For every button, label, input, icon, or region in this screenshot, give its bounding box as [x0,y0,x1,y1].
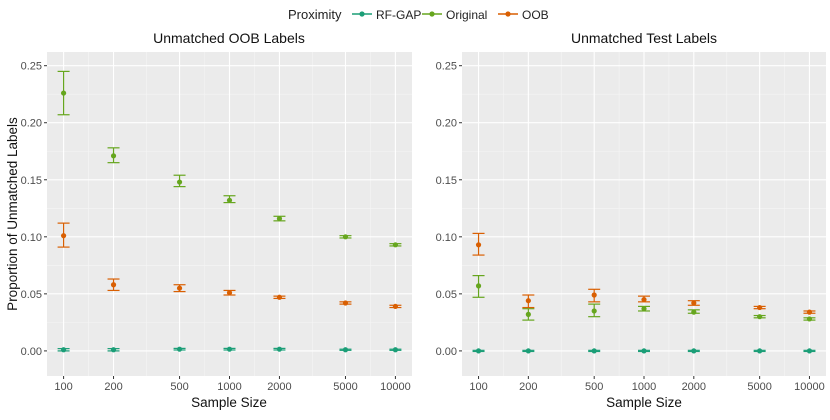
point-rf-gap [757,348,763,354]
panel-title-right: Unmatched Test Labels [571,30,717,46]
point-oob [475,242,482,248]
x-tick-label: 5000 [333,381,357,393]
point-rf-gap [60,347,67,353]
point-original [226,197,233,203]
point-oob [641,296,647,303]
point-rf-gap [475,348,482,354]
legend-label-rf-gap: RF-GAP [376,8,421,22]
x-tick-label: 500 [170,381,188,393]
point-original [525,311,531,317]
point-oob [110,282,117,288]
point-oob [392,303,399,310]
legend-label-oob: OOB [522,8,549,22]
point-original [176,179,183,185]
point-rf-gap [591,348,597,354]
legend-item-original: Original [422,8,487,22]
legend-key-dot-oob [505,11,511,17]
legend-label-original: Original [446,8,487,22]
point-original [691,309,697,315]
point-rf-gap [392,347,399,353]
point-original [806,316,813,322]
point-original [591,308,597,314]
point-oob [691,300,697,306]
legend-key-dot-original [429,11,435,17]
y-tick-label: 0.20 [436,118,457,130]
point-rf-gap [342,347,349,353]
point-original [475,283,482,289]
x-tick-label: 200 [104,381,122,393]
point-rf-gap [806,348,813,354]
point-original [392,242,399,248]
series-rf-gap [57,346,402,353]
y-tick-label: 0.15 [436,175,457,187]
point-rf-gap [110,347,117,353]
point-oob [525,298,531,304]
point-oob [226,290,233,296]
legend-item-oob: OOB [498,8,549,22]
x-tick-label: 2000 [682,381,706,393]
y-tick-label: 0.10 [436,232,457,244]
point-oob [806,309,813,315]
x-tick-label: 5000 [747,381,771,393]
y-tick-label: 0.25 [21,61,42,73]
y-tick-label: 0.00 [21,346,42,358]
point-original [757,314,763,320]
x-tick-label: 100 [54,381,72,393]
point-rf-gap [525,348,531,354]
point-oob [757,304,763,311]
y-tick-label: 0.20 [21,118,42,130]
x-tick-label: 2000 [267,381,291,393]
panel-title-left: Unmatched OOB Labels [153,30,305,46]
plot-panel-left: 0.00 0.05 0.10 0.15 0.20 0.25 100 200 500 1000 200… [21,52,412,393]
series-rf-gap [472,348,816,354]
y-tick-label: 0.10 [21,232,42,244]
legend: Proximity RF-GAP Original OOB [288,7,549,22]
y-tick-label: 0.05 [436,289,457,301]
legend-item-rf-gap: RF-GAP [352,8,421,22]
point-rf-gap [226,346,233,352]
x-tick-label: 500 [585,381,603,393]
point-original [276,215,283,222]
y-tick-label: 0.25 [436,61,457,73]
x-tick-label: 200 [519,381,537,393]
y-tick-label: 0.00 [436,346,457,358]
x-tick-label: 10000 [380,381,411,393]
x-tick-label: 10000 [794,381,825,393]
point-oob [591,292,597,298]
point-oob [276,294,283,300]
x-tick-label: 1000 [217,381,241,393]
series-original [57,70,402,248]
point-rf-gap [691,348,697,354]
point-original [342,234,349,240]
point-rf-gap [176,346,183,352]
x-tick-label: 1000 [632,381,656,393]
point-original [110,153,117,159]
y-tick-label: 0.05 [21,289,42,301]
x-axis-label-right: Sample Size [606,395,682,410]
x-axis-label-left: Sample Size [191,395,267,410]
series-oob [472,232,816,315]
legend-key-dot-rf-gap [359,11,365,17]
legend-title: Proximity [288,7,342,22]
point-rf-gap [276,346,283,352]
series-original [472,275,816,322]
point-oob [176,285,183,291]
y-axis-label: Proportion of Unmatched Labels [5,117,20,311]
series-oob [57,222,402,310]
y-tick-label: 0.15 [21,175,42,187]
plot-panel-right: 0.00 0.05 0.10 0.15 0.20 0.25 100 200 500 1000 200… [436,52,826,393]
point-rf-gap [641,348,647,354]
point-original [60,90,67,96]
point-oob [60,233,67,239]
point-original [641,306,647,312]
point-oob [342,300,349,306]
x-tick-label: 100 [469,381,487,393]
